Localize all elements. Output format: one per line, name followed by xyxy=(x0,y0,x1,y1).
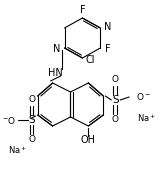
Text: F: F xyxy=(80,5,85,15)
Text: O$^-$: O$^-$ xyxy=(136,91,151,103)
Text: N: N xyxy=(104,22,111,32)
Text: Na$^+$: Na$^+$ xyxy=(137,112,156,124)
Text: F: F xyxy=(105,44,111,54)
Text: Cl: Cl xyxy=(86,55,95,65)
Text: $^{-}$O: $^{-}$O xyxy=(2,115,16,126)
Text: OH: OH xyxy=(81,135,96,145)
Text: O: O xyxy=(112,76,119,84)
Text: O: O xyxy=(28,136,35,144)
Text: S: S xyxy=(112,95,119,105)
Text: Na$^+$: Na$^+$ xyxy=(8,144,27,156)
Text: HN: HN xyxy=(48,68,63,78)
Text: O: O xyxy=(112,115,119,125)
Text: O: O xyxy=(28,95,35,104)
Text: N: N xyxy=(53,44,60,54)
Text: S: S xyxy=(28,115,35,125)
